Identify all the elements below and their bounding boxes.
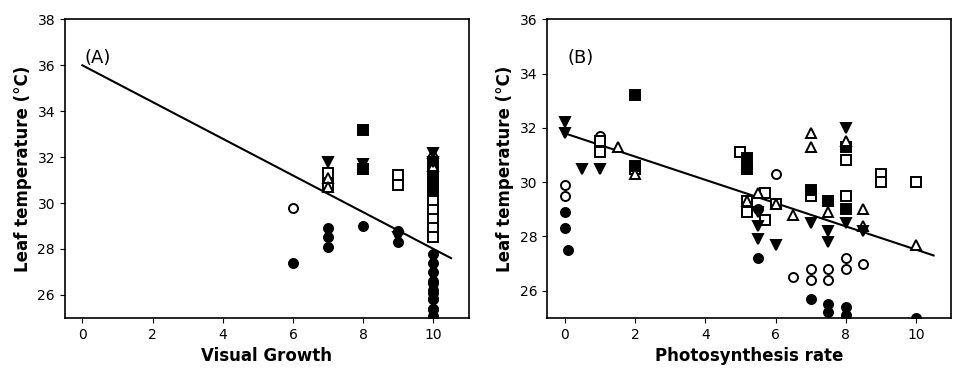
X-axis label: Visual Growth: Visual Growth (201, 347, 332, 365)
X-axis label: Photosynthesis rate: Photosynthesis rate (655, 347, 843, 365)
Text: (B): (B) (567, 49, 593, 67)
Y-axis label: Leaf temperature (°C): Leaf temperature (°C) (496, 66, 514, 272)
Text: (A): (A) (85, 49, 111, 67)
Y-axis label: Leaf temperature (°C): Leaf temperature (°C) (14, 66, 32, 272)
